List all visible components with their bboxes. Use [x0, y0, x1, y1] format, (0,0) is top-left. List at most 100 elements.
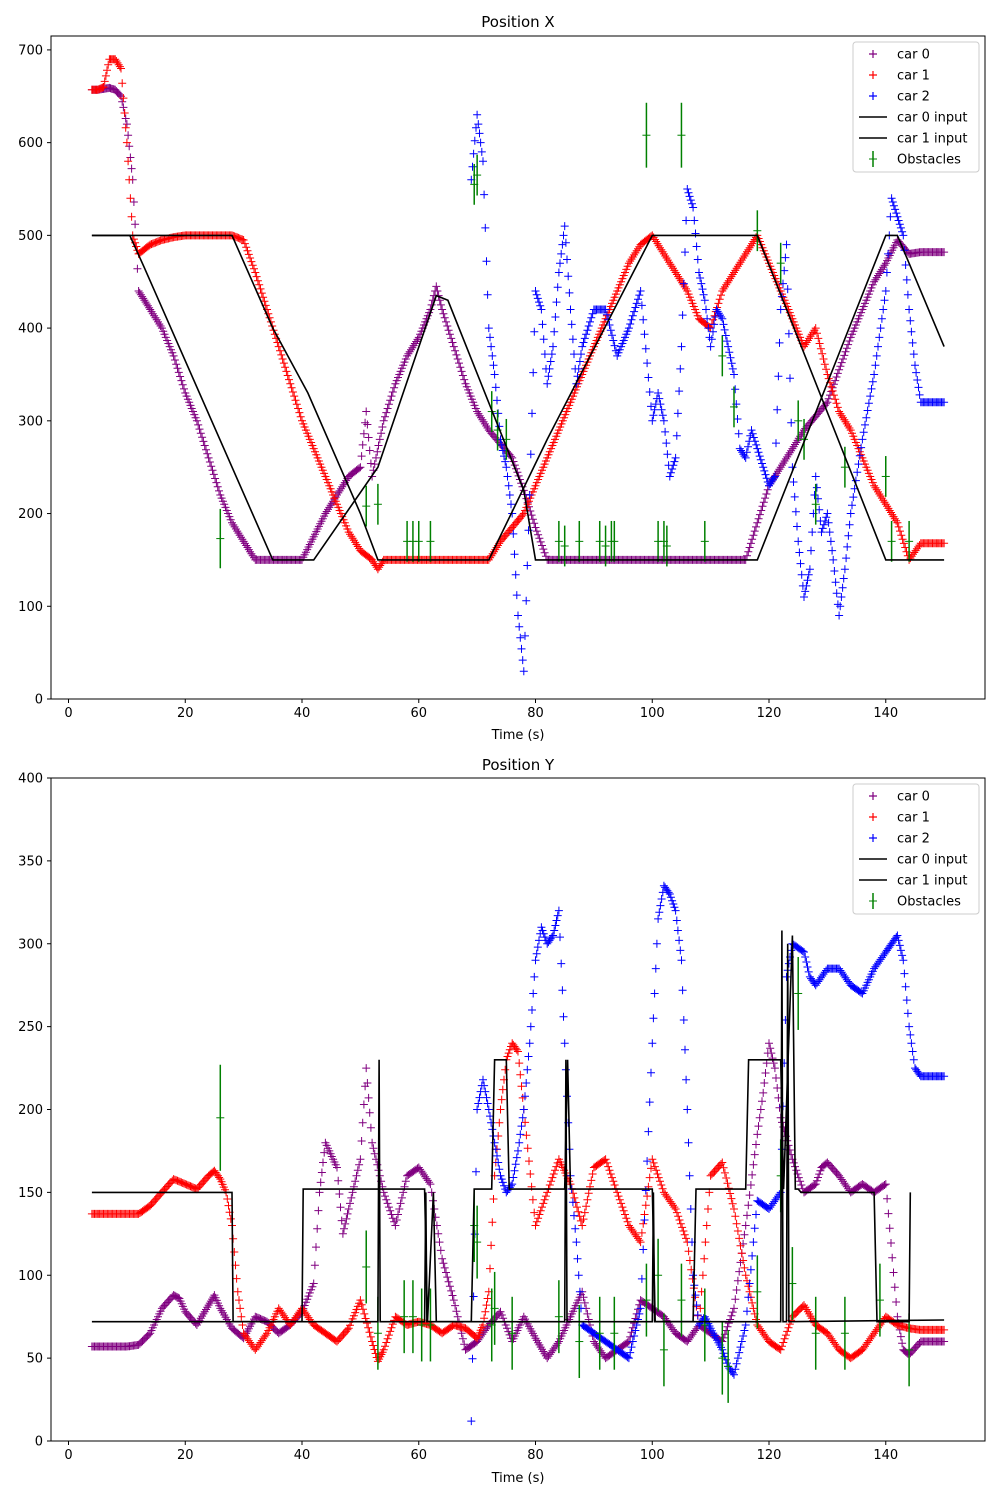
obstacle-point: [216, 508, 225, 569]
legend-marker: [869, 71, 877, 79]
y-tick-label: 0: [35, 1435, 43, 1450]
obstacle-point: [729, 386, 738, 428]
legend-marker: [869, 834, 877, 842]
legend-box: [852, 41, 980, 173]
y-tick-label: 400: [18, 772, 43, 787]
obstacle-point: [700, 1288, 709, 1362]
y-tick-label: 50: [26, 1352, 43, 1367]
legend-label: Obstacles: [897, 895, 961, 910]
y-tick-label: 250: [18, 1020, 43, 1035]
obstacle-point: [473, 1205, 482, 1279]
y-tick-label: 100: [18, 1269, 43, 1284]
legend-item-obstacles: Obstacles: [869, 151, 961, 168]
x-tick-label: 80: [527, 1448, 544, 1463]
y-tick-label: 600: [18, 136, 43, 151]
obstacle-point: [788, 1247, 797, 1321]
obstacle-point: [724, 1329, 733, 1403]
y-tick-label: 700: [18, 43, 43, 58]
car-1-input-line: [91, 234, 945, 561]
legend-item-car-2: car 2: [869, 832, 930, 847]
obstacle-point: [575, 1305, 584, 1379]
obstacle-point: [595, 520, 604, 562]
axes-frame: [50, 35, 986, 700]
legend-item-obstacles: Obstacles: [869, 893, 961, 910]
obstacle-point: [840, 1296, 849, 1370]
legend-label: car 0: [897, 48, 930, 63]
obstacle-point: [811, 483, 820, 525]
car-0-markers: [87, 1039, 949, 1363]
x-tick-label: 40: [294, 1448, 311, 1463]
obstacle-point: [554, 520, 563, 562]
obstacle-point: [718, 1321, 727, 1395]
obstacle-point: [362, 485, 371, 527]
obstacle-point: [776, 242, 785, 284]
obstacle-point: [554, 1280, 563, 1354]
legend-item-car-2: car 2: [869, 90, 930, 105]
x-tick-label: 0: [64, 1448, 72, 1463]
axes-frame: [50, 777, 986, 1442]
obstacle-point: [426, 1288, 435, 1362]
chart-title: Position Y: [482, 756, 555, 774]
obstacle-point: [677, 1263, 686, 1337]
plot-content: [87, 881, 949, 1426]
obstacle-point: [654, 1238, 663, 1312]
legend-box: [852, 783, 980, 915]
y-tick-label: 0: [35, 693, 43, 708]
legend-item-car-0: car 0: [869, 790, 930, 805]
x-tick-label: 20: [177, 706, 194, 721]
obstacle-point: [408, 1280, 417, 1354]
plot-area: 0 20 40 60 80 100 120 140 0 100 200 300 400 500 600 700: [18, 43, 949, 721]
obstacle-point: [426, 520, 435, 562]
x-tick-label: 140: [873, 706, 898, 721]
obstacle-point: [373, 483, 382, 525]
legend-marker: [869, 92, 877, 100]
legend-marker: [869, 50, 877, 58]
obstacle-point: [362, 1230, 371, 1304]
obstacle-point: [610, 520, 619, 562]
x-axis-label: Time (s): [491, 1471, 545, 1486]
obstacle-point: [677, 102, 686, 168]
obstacle-point: [642, 102, 651, 168]
obstacle-point: [794, 400, 803, 442]
legend-item-car-1: car 1: [869, 69, 930, 84]
y-tick-label: 100: [18, 600, 43, 615]
y-tick-label: 350: [18, 854, 43, 869]
x-tick-label: 80: [527, 706, 544, 721]
legend: car 0 car 1 car 2 car 0 input car 1 input Obs…: [852, 783, 980, 915]
obstacle-point: [417, 1288, 426, 1362]
legend-item-car-0: car 0: [869, 48, 930, 63]
legend-label: car 2: [897, 832, 930, 847]
x-axis-label: Time (s): [491, 728, 545, 743]
x-tick-label: 0: [64, 706, 72, 721]
plot-area: 0 20 40 60 80 100 120 140 0 50 100 150 200 250 300 350 4…: [18, 772, 949, 1463]
y-tick-label: 400: [18, 322, 43, 337]
legend-label: car 1: [897, 69, 930, 84]
x-tick-label: 60: [410, 1448, 427, 1463]
legend-marker: [869, 792, 877, 800]
y-tick-label: 300: [18, 937, 43, 952]
obstacle-point: [718, 335, 727, 377]
x-tick-label: 140: [873, 1448, 898, 1463]
obstacle-point: [216, 1064, 225, 1171]
legend-label: Obstacles: [897, 153, 961, 168]
obstacle-point: [414, 520, 423, 562]
obstacle-point: [508, 1296, 517, 1370]
chart-title: Position X: [481, 13, 554, 31]
legend-label: car 1 input: [897, 132, 967, 147]
legend-label: car 2: [897, 90, 930, 105]
legend-label: car 1 input: [897, 874, 967, 889]
legend-label: car 0 input: [897, 111, 967, 126]
y-tick-label: 500: [18, 229, 43, 244]
legend-item-car-1-input: car 1 input: [859, 874, 967, 889]
position-y-panel: Position Y 0 20 40 60 80 100 120 140 0 50 100 150 20…: [18, 756, 986, 1486]
plot-content: [87, 55, 949, 676]
x-tick-label: 120: [757, 706, 782, 721]
x-tick-label: 20: [177, 1448, 194, 1463]
car-0-input-line: [91, 234, 945, 561]
obstacle-point: [887, 520, 896, 562]
obstacle-point: [753, 1255, 762, 1329]
legend-label: car 0: [897, 790, 930, 805]
obstacle-point: [905, 520, 914, 562]
